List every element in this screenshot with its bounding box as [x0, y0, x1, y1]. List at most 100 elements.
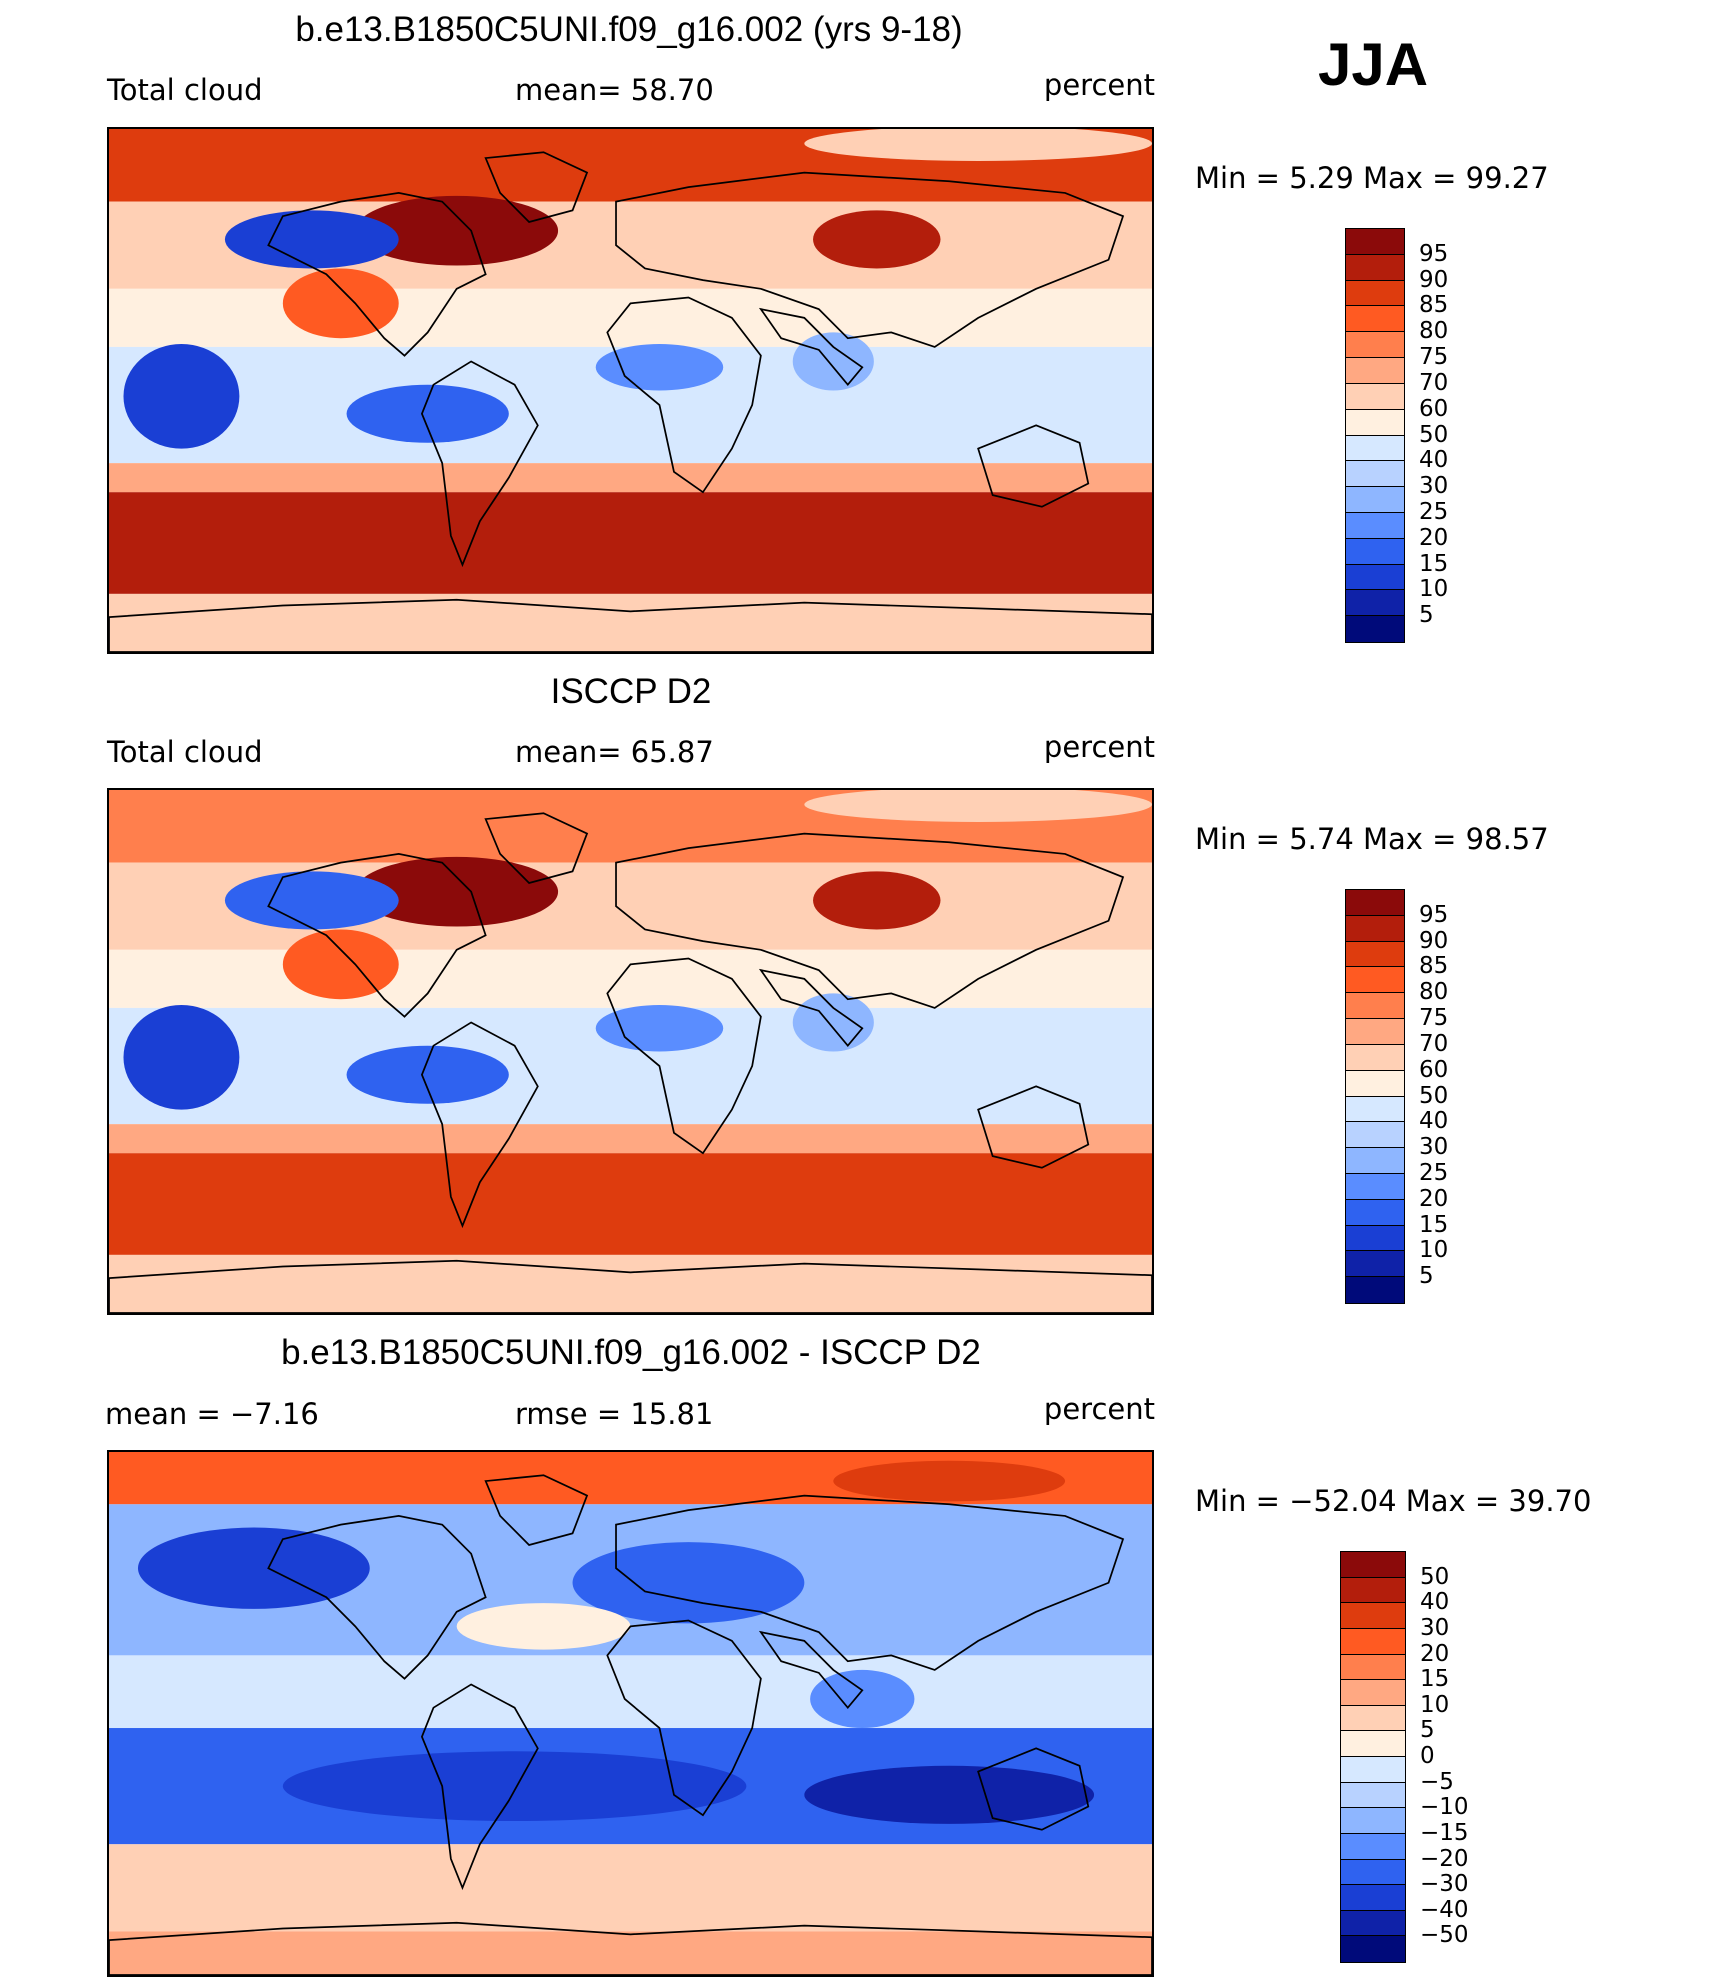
colorbar-tick-label: 10: [1420, 1691, 1450, 1718]
panel-1-minmax: Min = 5.29 Max = 99.27: [1195, 161, 1549, 195]
panel-3-field: [109, 1452, 1152, 1975]
contour-fill: [804, 129, 1152, 161]
colorbar-tick-label: 50: [1420, 1563, 1450, 1590]
colorbar-swatch: [1346, 1019, 1404, 1045]
colorbar-swatch: [1346, 616, 1404, 642]
panel-1-units-label: percent: [1043, 68, 1155, 102]
contour-fill: [355, 856, 559, 927]
colorbar-swatch: [1341, 1603, 1405, 1629]
contour-fill: [456, 1603, 631, 1650]
colorbar-tick-label: 10: [1419, 576, 1449, 603]
coastline: [109, 1921, 1152, 1975]
colorbar-tick-label: 10: [1419, 1237, 1449, 1264]
contour-fill: [123, 1005, 240, 1110]
colorbar-swatch: [1346, 512, 1404, 539]
colorbar-swatch: [1346, 435, 1404, 462]
colorbar-tick-label: 40: [1419, 1108, 1449, 1135]
colorbar-tick-label: 95: [1419, 901, 1449, 928]
colorbar-swatch: [1341, 1757, 1405, 1783]
colorbar-swatch: [1346, 332, 1404, 359]
contour-fill: [109, 593, 1152, 652]
panel-1-colorbar: [1345, 228, 1405, 643]
colorbar-tick-label: 30: [1420, 1614, 1450, 1641]
colorbar-tick-label: 15: [1419, 550, 1449, 577]
coastline: [420, 1683, 539, 1891]
colorbar-swatch: [1346, 1277, 1404, 1303]
colorbar-tick-label: 15: [1420, 1666, 1450, 1693]
colorbar-swatch: [1346, 1044, 1404, 1071]
colorbar-tick-label: 70: [1419, 369, 1449, 396]
colorbar-tick-label: 50: [1419, 1082, 1449, 1109]
colorbar-tick-label: 50: [1419, 421, 1449, 448]
coastline: [484, 151, 589, 223]
colorbar-swatch: [1341, 1577, 1405, 1604]
contour-fill: [792, 993, 874, 1052]
coastline: [267, 192, 487, 357]
panel-2-units-label: percent: [1043, 730, 1155, 764]
colorbar-tick-label: 95: [1419, 240, 1449, 267]
contour-fill: [109, 492, 1152, 594]
coastline: [758, 307, 864, 387]
contour-fill: [109, 1254, 1152, 1313]
colorbar-swatch: [1346, 487, 1404, 513]
coastline: [267, 1515, 487, 1680]
colorbar-swatch: [1346, 993, 1404, 1020]
colorbar-swatch: [1346, 1096, 1404, 1123]
coastline: [606, 957, 762, 1155]
contour-fill: [109, 1844, 1152, 1932]
colorbar-swatch: [1346, 1225, 1404, 1252]
contour-fill: [224, 871, 399, 930]
contour-fill: [109, 1931, 1152, 1975]
coastline: [615, 171, 1125, 348]
panel-1-title: b.e13.B1850C5UNI.f09_g16.002 (yrs 9-18): [295, 10, 963, 49]
panel-1-mean-label: mean= 58.70: [515, 73, 714, 107]
coastline: [977, 424, 1090, 508]
panel-3-rmse-label: rmse = 15.81: [515, 1397, 714, 1431]
colorbar-tick-label: 25: [1419, 1159, 1449, 1186]
colorbar-tick-label: −50: [1420, 1922, 1469, 1949]
colorbar-swatch: [1341, 1885, 1405, 1911]
coastline: [758, 968, 864, 1048]
contour-fill: [282, 929, 399, 1000]
colorbar-tick-label: 5: [1419, 1263, 1434, 1290]
colorbar-swatch: [1346, 915, 1404, 942]
colorbar-swatch: [1346, 1173, 1404, 1200]
colorbar-tick-label: 90: [1419, 266, 1449, 293]
contour-fill: [804, 790, 1152, 822]
coastline: [420, 1021, 539, 1229]
colorbar-tick-label: 80: [1419, 318, 1449, 345]
colorbar-swatch: [1346, 461, 1404, 488]
panel-2-minmax: Min = 5.74 Max = 98.57: [1195, 822, 1549, 856]
coastline: [484, 812, 589, 884]
colorbar-tick-label: 70: [1419, 1030, 1449, 1057]
panel-2-map: [107, 788, 1154, 1315]
colorbar-swatch: [1341, 1654, 1405, 1681]
panel-3-colorbar: [1340, 1551, 1406, 1963]
contour-fill: [572, 1542, 805, 1624]
contour-fill: [109, 1124, 1152, 1154]
colorbar-swatch: [1346, 254, 1404, 281]
coastline: [977, 1747, 1090, 1831]
colorbar-swatch: [1346, 941, 1404, 968]
coastline: [977, 1085, 1090, 1169]
colorbar-swatch: [1346, 409, 1404, 436]
contour-fill: [123, 344, 240, 449]
panel-2-colorbar: [1345, 889, 1405, 1304]
coastline: [484, 1474, 589, 1546]
panel-3-map: [107, 1450, 1154, 1977]
panel-3-mean-label: mean = −7.16: [105, 1397, 319, 1431]
colorbar-swatch: [1341, 1859, 1405, 1886]
contour-fill: [109, 949, 1152, 1008]
colorbar-tick-label: 90: [1419, 927, 1449, 954]
contour-fill: [137, 1527, 370, 1609]
colorbar-swatch: [1341, 1936, 1405, 1962]
colorbar-tick-label: −30: [1420, 1871, 1469, 1898]
contour-fill: [346, 384, 509, 443]
colorbar-tick-label: −40: [1420, 1896, 1469, 1923]
colorbar-swatch: [1346, 280, 1404, 307]
colorbar-tick-label: 20: [1419, 1185, 1449, 1212]
contour-fill: [224, 210, 399, 269]
colorbar-tick-label: 40: [1420, 1589, 1450, 1616]
colorbar-swatch: [1346, 1070, 1404, 1097]
colorbar-swatch: [1341, 1808, 1405, 1834]
